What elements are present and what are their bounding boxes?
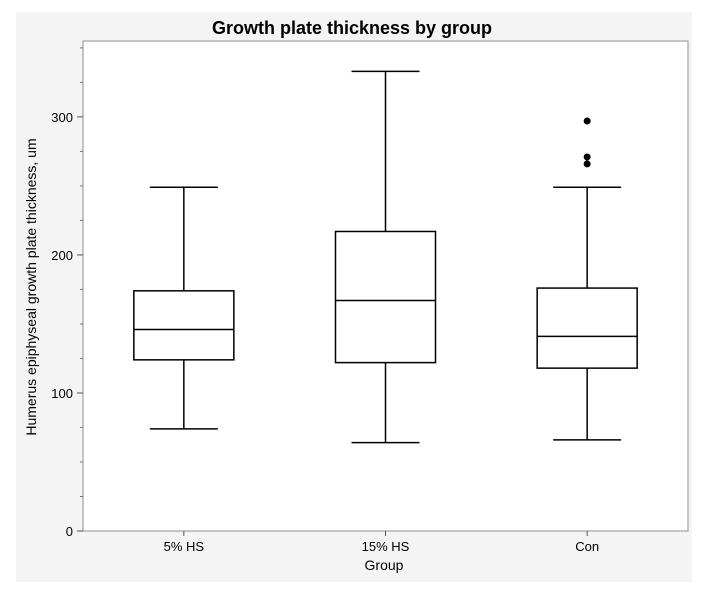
y-tick-label: 0: [66, 524, 73, 539]
outlier-point: [583, 160, 591, 168]
y-tick-label: 300: [51, 110, 73, 125]
y-tick-label: 200: [51, 248, 73, 263]
x-tick-label: 15% HS: [362, 539, 410, 554]
x-tick-label: 5% HS: [164, 539, 205, 554]
x-axis-label: Group: [365, 557, 404, 573]
y-tick-label: 100: [51, 386, 73, 401]
outlier-point: [583, 117, 591, 125]
chart-title: Growth plate thickness by group: [212, 18, 492, 38]
x-tick-label: Con: [575, 539, 599, 554]
y-axis-label: Humerus epiphyseal growth plate thicknes…: [23, 138, 39, 435]
box-iqr: [133, 290, 235, 361]
plot-area: 0 100 200 300 5% HS 15% HS Con: [51, 40, 689, 554]
box-iqr: [334, 230, 437, 364]
outlier-point: [583, 153, 591, 161]
box-iqr: [536, 287, 638, 369]
